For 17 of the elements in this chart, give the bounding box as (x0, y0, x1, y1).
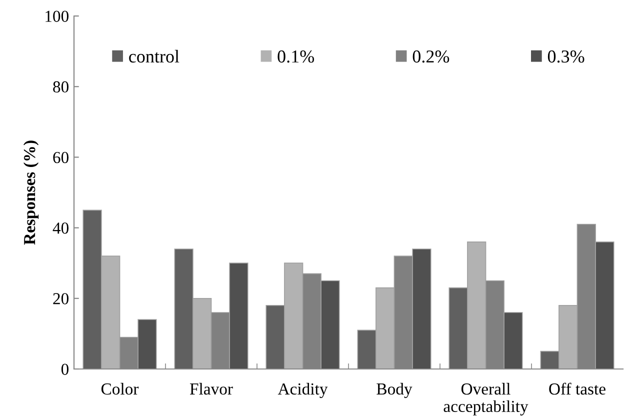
x-tick-label: Acidity (278, 382, 328, 398)
y-tick-label: 0 (61, 364, 69, 375)
y-axis-title: Responses (%) (23, 140, 39, 245)
y-tick-label: 20 (53, 293, 69, 304)
legend-label: 0.2% (412, 50, 450, 63)
x-tick-label: Body (376, 382, 412, 398)
y-tick-label: 80 (53, 81, 69, 93)
x-tick-label: Off taste (549, 382, 606, 395)
y-tick-label: 40 (52, 222, 69, 234)
legend-label: 0.1% (278, 50, 314, 63)
x-tick-label: Flavor (190, 382, 233, 395)
y-tick-label: 100 (46, 10, 69, 22)
y-tick-label: 60 (53, 152, 69, 164)
legend-label: 0.3% (548, 50, 584, 63)
legend-label: control (129, 50, 180, 63)
x-tick-label: Color (101, 382, 139, 395)
x-tick-label: Overall acceptability (444, 382, 528, 416)
